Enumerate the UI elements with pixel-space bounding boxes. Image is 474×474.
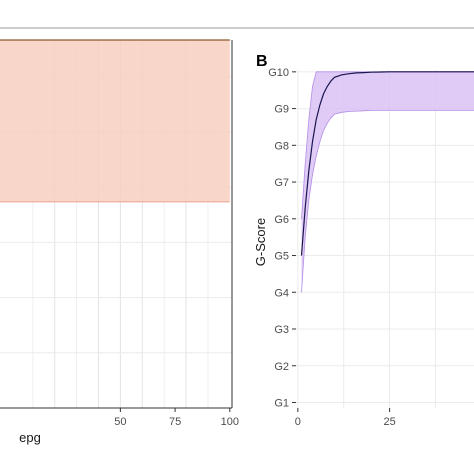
panel-b-y-tick-label: G2 <box>274 361 289 373</box>
panel-a-x-tick-label: 50 <box>114 416 126 428</box>
panel-b-series-line <box>300 71 474 256</box>
panel-b-band-area <box>301 71 474 293</box>
panel-a: 50 75 100 epg <box>0 39 239 445</box>
panel-b-x-ticks: 0 25 <box>295 408 396 428</box>
panel-a-x-ticks: 50 75 100 <box>114 408 239 428</box>
panel-b-y-ticks: G1 G2 G3 G4 G5 G6 G7 G8 G9 G10 <box>268 67 296 409</box>
panel-a-x-tick-label: 100 <box>221 416 239 428</box>
panel-b-y-tick-label: G3 <box>274 324 289 336</box>
panel-b-label: B <box>256 53 268 70</box>
panel-b-grid <box>296 70 474 408</box>
panel-b-y-axis-title: G-Score <box>253 218 268 266</box>
panel-a-band-area <box>0 40 230 202</box>
panel-b-y-tick-label: G10 <box>268 67 289 79</box>
panel-b-x-tick-label: 25 <box>383 416 395 428</box>
panel-b-band-lower-edge <box>301 110 474 293</box>
panel-b-line <box>300 71 474 256</box>
panel-b-y-tick-label: G6 <box>274 214 289 226</box>
panel-b-y-tick-label: G7 <box>274 177 289 189</box>
panel-b-y-tick-label: G9 <box>274 104 289 116</box>
panel-b-y-tick-label: G5 <box>274 251 289 263</box>
panel-b: B G1 G2 G3 G4 G5 G6 G7 G8 G9 G10 0 25 G-Score <box>253 53 474 428</box>
panel-b-y-tick-label: G8 <box>274 140 289 152</box>
panel-a-x-tick-label: 75 <box>169 416 181 428</box>
panel-b-y-tick-label: G1 <box>274 397 289 409</box>
panel-a-frame <box>0 40 233 409</box>
panel-b-x-tick-label: 0 <box>295 416 301 428</box>
panel-b-y-tick-label: G4 <box>274 287 289 299</box>
panel-a-x-axis-title: epg <box>19 430 41 445</box>
panel-a-band <box>0 40 230 203</box>
